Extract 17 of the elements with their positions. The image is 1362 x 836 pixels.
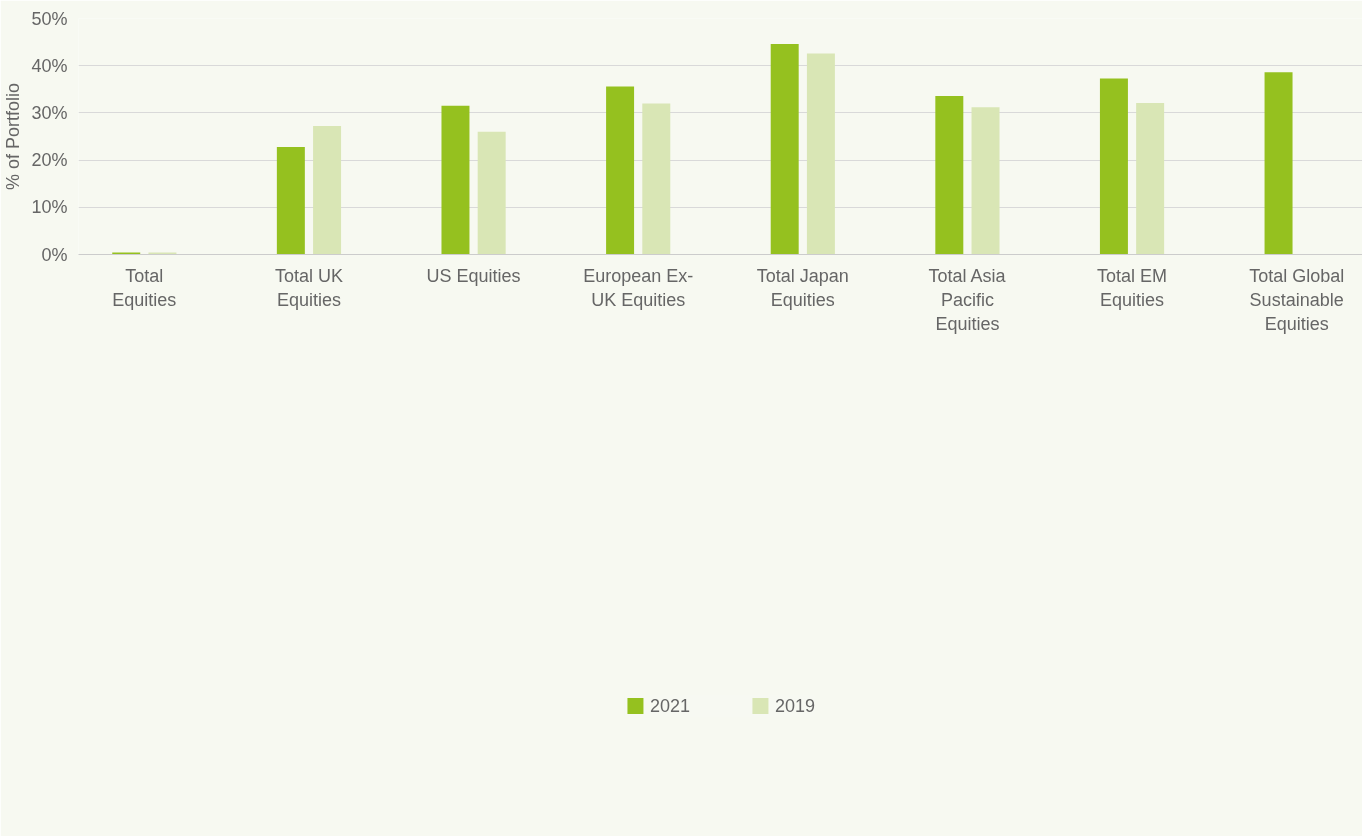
legend-label: 2019 bbox=[775, 695, 816, 717]
x-tick-label: Total UK Equities bbox=[274, 265, 343, 310]
x-tick-label: Total Japan Equities bbox=[756, 265, 849, 310]
x-tick-label: European Ex-UK Equities bbox=[583, 265, 694, 310]
x-tick-label: Total EM Equities bbox=[1097, 265, 1168, 310]
y-tick-label: 0% bbox=[41, 244, 68, 265]
x-tick-label: Total Asia Pacific Equities bbox=[928, 265, 1007, 334]
y-tick-label: 50% bbox=[31, 8, 68, 29]
x-tick-label: Total Global Sustainable Equities bbox=[1249, 265, 1345, 334]
y-tick-label: 40% bbox=[31, 55, 68, 76]
x-tick-label: Total Equities bbox=[112, 265, 177, 310]
y-axis-title: % of Portfolio bbox=[3, 82, 24, 191]
legend-label: 2021 bbox=[649, 695, 690, 717]
x-tick-label: US Equities bbox=[426, 265, 521, 286]
y-tick-label: 20% bbox=[31, 150, 68, 171]
y-tick-label: 10% bbox=[31, 197, 68, 218]
y-tick-label: 30% bbox=[31, 102, 68, 123]
